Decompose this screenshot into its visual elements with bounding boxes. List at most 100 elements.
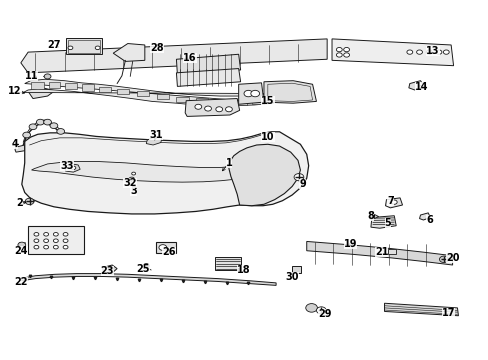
Polygon shape	[113, 44, 144, 62]
Bar	[65, 38, 102, 54]
Text: 7: 7	[386, 197, 393, 206]
Text: 22: 22	[14, 277, 27, 287]
Text: 13: 13	[426, 46, 439, 56]
Text: 28: 28	[150, 43, 163, 53]
Bar	[136, 91, 148, 96]
Bar	[234, 100, 246, 105]
Bar	[30, 82, 44, 89]
Text: 25: 25	[136, 264, 150, 274]
Circle shape	[36, 119, 44, 125]
Circle shape	[68, 46, 73, 50]
Text: 17: 17	[441, 308, 454, 318]
Polygon shape	[215, 257, 240, 270]
Polygon shape	[146, 136, 162, 145]
Circle shape	[390, 200, 396, 204]
Polygon shape	[185, 99, 239, 116]
Text: 9: 9	[299, 179, 305, 189]
Circle shape	[108, 267, 113, 270]
Text: 26: 26	[162, 247, 176, 257]
Text: 24: 24	[14, 246, 27, 256]
Text: 11: 11	[25, 71, 38, 81]
Bar	[196, 98, 207, 104]
Circle shape	[29, 124, 37, 130]
Polygon shape	[22, 274, 276, 285]
Bar	[64, 83, 77, 89]
Circle shape	[71, 166, 76, 170]
Bar	[68, 40, 100, 53]
Polygon shape	[176, 68, 240, 86]
Text: 27: 27	[47, 40, 61, 50]
Text: 4: 4	[12, 139, 19, 149]
Text: 18: 18	[236, 265, 250, 275]
Polygon shape	[331, 39, 453, 66]
Circle shape	[336, 48, 342, 52]
Circle shape	[215, 107, 222, 112]
Text: 10: 10	[261, 132, 274, 142]
Polygon shape	[385, 198, 402, 208]
Polygon shape	[408, 81, 424, 90]
Circle shape	[143, 264, 149, 268]
Polygon shape	[102, 265, 117, 273]
Circle shape	[204, 106, 211, 111]
Bar	[215, 100, 227, 105]
Circle shape	[416, 50, 422, 54]
Text: 16: 16	[183, 53, 196, 63]
Polygon shape	[228, 144, 300, 206]
Polygon shape	[23, 79, 273, 106]
Circle shape	[131, 172, 135, 175]
Text: 1: 1	[225, 158, 232, 168]
Text: 31: 31	[149, 130, 163, 140]
Circle shape	[95, 46, 100, 50]
Text: 30: 30	[285, 272, 298, 282]
Circle shape	[63, 246, 68, 249]
Polygon shape	[22, 132, 308, 214]
Circle shape	[195, 104, 201, 109]
Text: 32: 32	[123, 178, 137, 188]
Circle shape	[443, 50, 448, 54]
Circle shape	[343, 53, 349, 57]
Bar	[387, 249, 395, 253]
Text: 2: 2	[17, 198, 23, 208]
Text: 20: 20	[445, 253, 458, 263]
Circle shape	[244, 90, 252, 97]
Circle shape	[23, 132, 30, 138]
Circle shape	[250, 90, 259, 97]
Circle shape	[293, 174, 303, 181]
Circle shape	[34, 239, 39, 243]
Bar	[117, 89, 129, 94]
Circle shape	[43, 239, 48, 243]
Polygon shape	[176, 54, 240, 75]
Circle shape	[439, 256, 447, 262]
Circle shape	[34, 233, 39, 236]
Text: 5: 5	[384, 218, 390, 228]
Polygon shape	[28, 88, 55, 99]
Circle shape	[63, 233, 68, 236]
Circle shape	[53, 246, 58, 249]
Text: 3: 3	[130, 186, 137, 196]
Polygon shape	[419, 213, 429, 220]
Polygon shape	[31, 161, 248, 182]
Bar	[176, 97, 188, 102]
Bar	[157, 94, 169, 99]
Circle shape	[435, 50, 441, 54]
Circle shape	[44, 74, 51, 79]
Circle shape	[406, 50, 412, 54]
Polygon shape	[264, 81, 316, 103]
Text: 8: 8	[366, 211, 374, 221]
Polygon shape	[306, 242, 452, 265]
Text: 6: 6	[425, 215, 432, 225]
Bar	[99, 87, 111, 92]
Bar	[291, 266, 300, 273]
Text: 33: 33	[60, 161, 74, 171]
Circle shape	[53, 239, 58, 243]
Polygon shape	[64, 164, 80, 172]
Circle shape	[18, 242, 26, 248]
Polygon shape	[238, 83, 264, 104]
Circle shape	[336, 53, 342, 57]
Circle shape	[129, 180, 134, 184]
Circle shape	[305, 303, 317, 312]
Circle shape	[50, 123, 58, 129]
Circle shape	[43, 233, 48, 236]
Polygon shape	[15, 145, 25, 152]
Circle shape	[128, 177, 134, 181]
